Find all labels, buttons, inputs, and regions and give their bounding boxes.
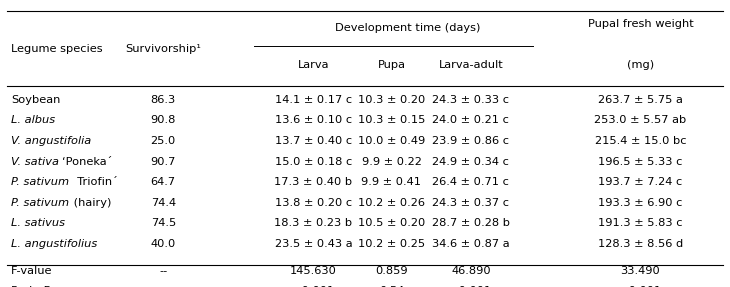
Text: 10.0 ± 0.49: 10.0 ± 0.49 <box>358 136 425 146</box>
Text: 10.2 ± 0.25: 10.2 ± 0.25 <box>358 238 425 249</box>
Text: 0.54: 0.54 <box>379 286 404 287</box>
Text: 74.5: 74.5 <box>150 218 176 228</box>
Text: Pupal fresh weight: Pupal fresh weight <box>588 19 694 29</box>
Text: L. albus: L. albus <box>11 115 55 125</box>
Text: --: -- <box>159 286 167 287</box>
Text: 191.3 ± 5.83 c: 191.3 ± 5.83 c <box>598 218 683 228</box>
Text: Larva-adult: Larva-adult <box>439 60 503 70</box>
Text: 253.0 ± 5.57 ab: 253.0 ± 5.57 ab <box>594 115 686 125</box>
Text: 18.3 ± 0.23 b: 18.3 ± 0.23 b <box>274 218 353 228</box>
Text: P. sativum: P. sativum <box>11 177 69 187</box>
Text: 34.6 ± 0.87 a: 34.6 ± 0.87 a <box>432 238 510 249</box>
Text: V. sativa: V. sativa <box>11 156 63 166</box>
Text: 26.4 ± 0.71 c: 26.4 ± 0.71 c <box>432 177 510 187</box>
Text: 23.5 ± 0.43 a: 23.5 ± 0.43 a <box>274 238 353 249</box>
Text: (mg): (mg) <box>627 60 654 70</box>
Text: Pupa: Pupa <box>377 60 405 70</box>
Text: Soybean: Soybean <box>11 95 61 105</box>
Text: P. sativum: P. sativum <box>11 197 69 208</box>
Text: --: -- <box>159 266 167 276</box>
Text: V. angustifolia: V. angustifolia <box>11 136 91 146</box>
Text: 10.3 ± 0.20: 10.3 ± 0.20 <box>358 95 425 105</box>
Text: 90.7: 90.7 <box>150 156 176 166</box>
Text: 13.8 ± 0.20 c: 13.8 ± 0.20 c <box>275 197 352 208</box>
Text: 13.6 ± 0.10 c: 13.6 ± 0.10 c <box>275 115 352 125</box>
Text: 128.3 ± 8.56 d: 128.3 ± 8.56 d <box>598 238 683 249</box>
Text: 0.859: 0.859 <box>375 266 408 276</box>
Text: 46.890: 46.890 <box>451 266 491 276</box>
Text: 24.3 ± 0.37 c: 24.3 ± 0.37 c <box>432 197 510 208</box>
Text: 215.4 ± 15.0 bc: 215.4 ± 15.0 bc <box>595 136 686 146</box>
Text: 9.9 ± 0.22: 9.9 ± 0.22 <box>361 156 421 166</box>
Text: L. sativus: L. sativus <box>11 218 65 228</box>
Text: 145.630: 145.630 <box>290 266 337 276</box>
Text: <0.001: <0.001 <box>450 286 492 287</box>
Text: 196.5 ± 5.33 c: 196.5 ± 5.33 c <box>599 156 683 166</box>
Text: 17.3 ± 0.40 b: 17.3 ± 0.40 b <box>274 177 353 187</box>
Text: Triofin´: Triofin´ <box>70 177 118 187</box>
Text: 24.0 ± 0.21 c: 24.0 ± 0.21 c <box>432 115 510 125</box>
Text: 64.7: 64.7 <box>150 177 176 187</box>
Text: 10.2 ± 0.26: 10.2 ± 0.26 <box>358 197 425 208</box>
Text: 9.9 ± 0.41: 9.9 ± 0.41 <box>361 177 421 187</box>
Text: 10.3 ± 0.15: 10.3 ± 0.15 <box>358 115 425 125</box>
Text: 10.5 ± 0.20: 10.5 ± 0.20 <box>358 218 425 228</box>
Text: Survivorship¹: Survivorship¹ <box>126 44 201 54</box>
Text: 24.3 ± 0.33 c: 24.3 ± 0.33 c <box>432 95 510 105</box>
Text: 40.0: 40.0 <box>150 238 176 249</box>
Text: 23.9 ± 0.86 c: 23.9 ± 0.86 c <box>432 136 510 146</box>
Text: 25.0: 25.0 <box>150 136 176 146</box>
Text: 14.1 ± 0.17 c: 14.1 ± 0.17 c <box>275 95 352 105</box>
Text: Larva: Larva <box>298 60 329 70</box>
Text: 24.9 ± 0.34 c: 24.9 ± 0.34 c <box>432 156 510 166</box>
Text: (hairy): (hairy) <box>70 197 112 208</box>
Text: L. angustifolius: L. angustifolius <box>11 238 97 249</box>
Text: ‘Poneka´: ‘Poneka´ <box>61 156 112 166</box>
Text: 28.7 ± 0.28 b: 28.7 ± 0.28 b <box>432 218 510 228</box>
Text: 13.7 ± 0.40 c: 13.7 ± 0.40 c <box>275 136 352 146</box>
Text: Development time (days): Development time (days) <box>335 23 480 33</box>
Text: 86.3: 86.3 <box>150 95 176 105</box>
Text: 15.0 ± 0.18 c: 15.0 ± 0.18 c <box>275 156 352 166</box>
Text: 193.3 ± 6.90 c: 193.3 ± 6.90 c <box>599 197 683 208</box>
Text: <0.001: <0.001 <box>293 286 334 287</box>
Text: 263.7 ± 5.75 a: 263.7 ± 5.75 a <box>598 95 683 105</box>
Text: F-value: F-value <box>11 266 53 276</box>
Text: Prob. F: Prob. F <box>11 286 50 287</box>
Text: <0.001: <0.001 <box>619 286 661 287</box>
Text: 90.8: 90.8 <box>150 115 176 125</box>
Text: 193.7 ± 7.24 c: 193.7 ± 7.24 c <box>599 177 683 187</box>
Text: 33.490: 33.490 <box>620 266 661 276</box>
Text: 74.4: 74.4 <box>150 197 176 208</box>
Text: Legume species: Legume species <box>11 44 102 54</box>
